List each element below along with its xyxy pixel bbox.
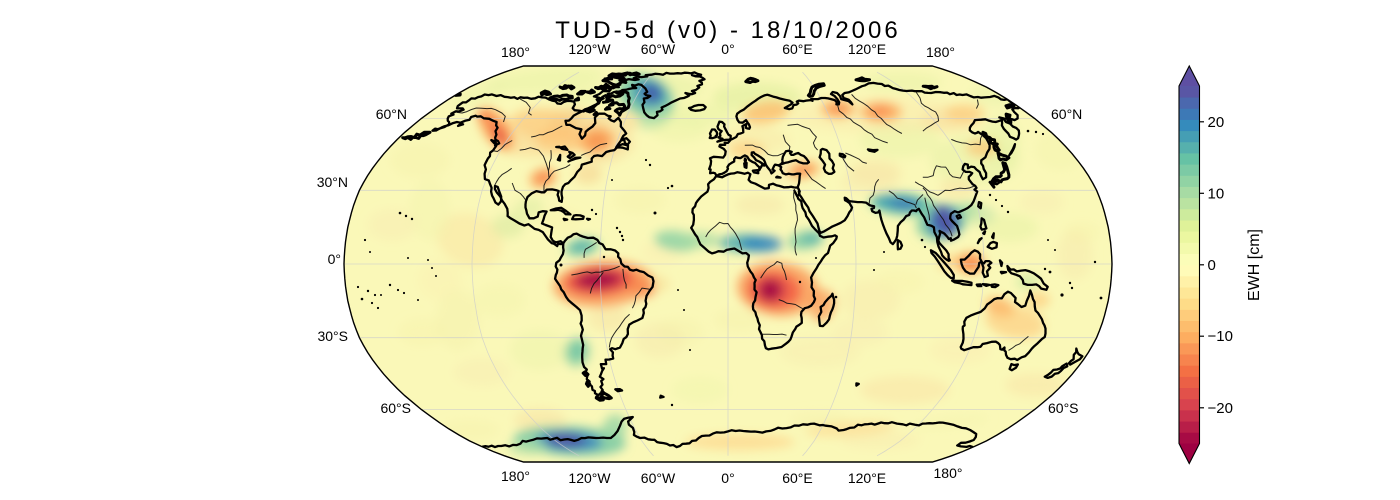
svg-text:60°E: 60°E <box>782 470 813 486</box>
svg-text:60°E: 60°E <box>782 41 813 57</box>
svg-text:60°W: 60°W <box>641 41 676 57</box>
svg-text:120°W: 120°W <box>568 470 611 486</box>
svg-text:10: 10 <box>1208 185 1225 202</box>
svg-text:20: 20 <box>1208 114 1225 131</box>
svg-text:60°W: 60°W <box>641 470 676 486</box>
svg-text:EWH [cm]: EWH [cm] <box>1246 229 1263 301</box>
svg-text:30°N: 30°N <box>317 174 348 190</box>
svg-text:120°E: 120°E <box>848 41 886 57</box>
svg-text:−10: −10 <box>1208 328 1233 345</box>
svg-text:180°: 180° <box>501 468 530 484</box>
svg-text:180°: 180° <box>934 465 963 481</box>
svg-text:0°: 0° <box>721 41 734 57</box>
svg-text:−20: −20 <box>1208 400 1233 417</box>
svg-text:60°N: 60°N <box>1051 106 1082 122</box>
svg-text:0: 0 <box>1208 257 1216 274</box>
svg-text:30°S: 30°S <box>317 328 348 344</box>
svg-text:60°S: 60°S <box>380 400 411 416</box>
svg-text:TUD-5d (v0) - 18/10/2006: TUD-5d (v0) - 18/10/2006 <box>555 17 900 44</box>
svg-text:180°: 180° <box>501 44 530 60</box>
svg-text:120°W: 120°W <box>568 41 611 57</box>
svg-text:0°: 0° <box>328 251 341 267</box>
svg-text:180°: 180° <box>926 44 955 60</box>
svg-text:60°N: 60°N <box>376 106 407 122</box>
svg-text:120°E: 120°E <box>848 470 886 486</box>
svg-text:0°: 0° <box>721 470 734 486</box>
svg-text:60°S: 60°S <box>1048 400 1079 416</box>
